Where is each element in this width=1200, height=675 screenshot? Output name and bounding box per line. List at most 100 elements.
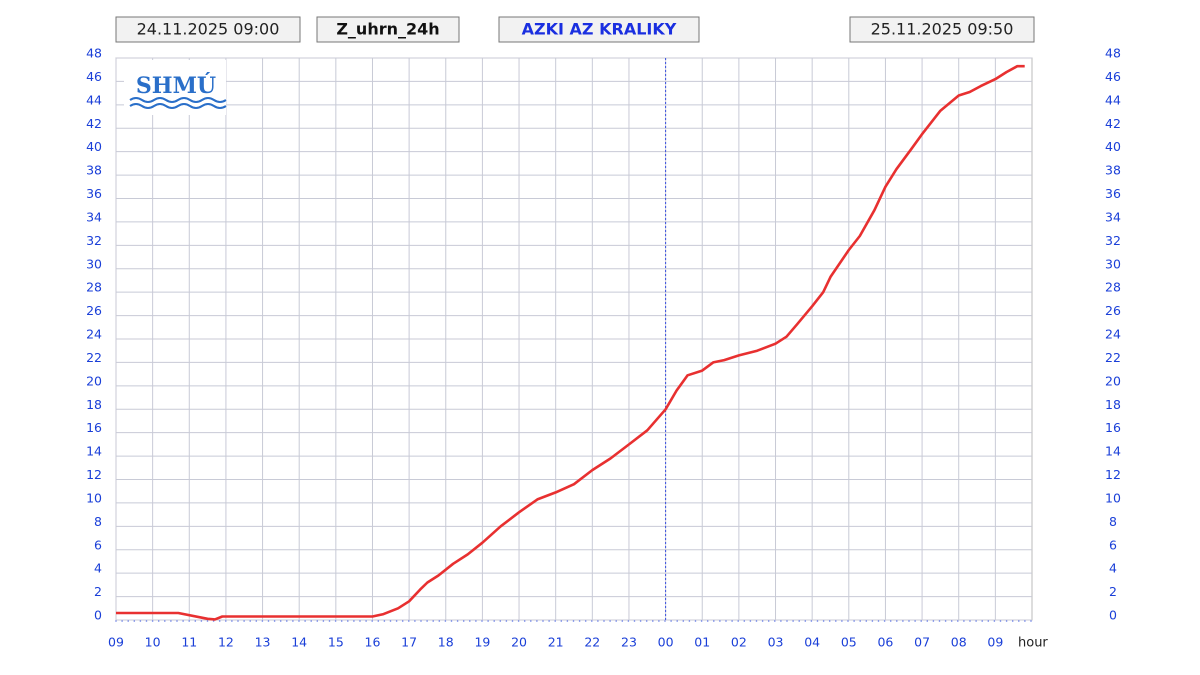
minor-tick	[237, 620, 239, 622]
minor-tick	[322, 620, 325, 622]
minor-tick	[859, 620, 861, 622]
minor-tick	[255, 620, 258, 622]
minor-tick	[981, 620, 983, 622]
y2-tick-label: 26	[1105, 303, 1121, 318]
y2-tick-label: 32	[1105, 233, 1121, 248]
minor-tick	[700, 620, 703, 622]
minor-tick	[682, 620, 685, 622]
y-tick-label: 44	[86, 92, 102, 107]
minor-tick	[786, 620, 788, 622]
minor-tick	[847, 620, 849, 622]
minor-tick	[353, 620, 355, 622]
minor-tick	[536, 620, 538, 622]
minor-tick	[1011, 620, 1014, 622]
minor-tick	[652, 620, 654, 622]
minor-tick	[810, 620, 813, 622]
minor-tick	[889, 620, 892, 622]
y2-tick-label: 16	[1105, 420, 1121, 435]
minor-tick	[359, 620, 361, 622]
minor-tick	[170, 620, 172, 622]
x-tick-label: 15	[328, 635, 344, 650]
y-tick-label: 10	[86, 490, 102, 505]
minor-tick	[706, 620, 709, 622]
minor-tick	[841, 620, 843, 622]
minor-tick	[767, 620, 770, 622]
header-box	[316, 16, 460, 43]
minor-tick	[286, 620, 288, 622]
minor-tick	[835, 620, 837, 622]
y-tick-label: 16	[86, 420, 102, 435]
y2-tick-label: 42	[1105, 116, 1121, 131]
y-tick-label: 24	[86, 327, 102, 342]
minor-tick	[395, 620, 398, 622]
y-tick-label: 26	[86, 303, 102, 318]
x-tick-label: 10	[145, 635, 161, 650]
x-tick-label: 19	[474, 635, 490, 650]
minor-tick	[603, 620, 605, 622]
minor-tick	[633, 620, 636, 622]
minor-tick	[408, 620, 410, 622]
station-name: AZKI AZ KRALIKY	[522, 20, 677, 39]
minor-tick	[334, 620, 337, 622]
minor-tick	[560, 620, 563, 622]
header-box	[498, 16, 700, 43]
minor-tick	[310, 620, 313, 622]
y2-tick-label: 44	[1105, 92, 1121, 107]
minor-tick	[1005, 620, 1008, 622]
minor-tick	[249, 620, 251, 622]
x-tick-label: 21	[548, 635, 564, 650]
minor-tick	[920, 620, 922, 622]
y-tick-label: 0	[94, 608, 102, 623]
x-tick-label: 05	[841, 635, 857, 650]
y2-tick-label: 30	[1105, 256, 1121, 271]
minor-tick	[151, 620, 154, 622]
minor-tick	[347, 620, 349, 622]
minor-tick	[713, 620, 715, 622]
minor-tick	[957, 620, 959, 622]
x-tick-label: 18	[438, 635, 454, 650]
minor-tick	[267, 620, 270, 622]
minor-tick	[755, 620, 758, 622]
minor-tick	[456, 620, 459, 622]
minor-tick	[804, 620, 807, 622]
x-axis-label: hour	[1018, 636, 1048, 651]
minor-tick	[401, 620, 404, 622]
minor-tick	[176, 620, 178, 622]
minor-tick	[292, 620, 294, 622]
y2-tick-label: 14	[1105, 444, 1121, 459]
minor-tick	[316, 620, 319, 622]
minor-tick	[664, 620, 666, 622]
minor-tick	[365, 620, 367, 622]
chart-title: Z_uhrn_24h	[336, 20, 439, 39]
x-tick-label: 03	[768, 635, 784, 650]
y-tick-label: 12	[86, 467, 102, 482]
x-tick-label: 07	[914, 635, 930, 650]
minor-tick	[493, 620, 496, 622]
minor-tick	[621, 620, 624, 622]
minor-tick	[444, 620, 447, 622]
minor-tick	[584, 620, 587, 622]
y2-tick-label: 46	[1105, 69, 1121, 84]
minor-tick	[828, 620, 831, 622]
minor-tick	[554, 620, 556, 622]
y-tick-label: 8	[94, 514, 102, 529]
minor-tick	[908, 620, 910, 622]
minor-tick	[572, 620, 575, 622]
logo-waves	[129, 97, 227, 109]
minor-tick	[261, 620, 264, 622]
minor-tick	[816, 620, 819, 622]
y-tick-label: 34	[86, 209, 102, 224]
minor-tick	[487, 620, 489, 622]
x-tick-label: 09	[987, 635, 1003, 650]
minor-tick	[639, 620, 642, 622]
minor-tick	[420, 620, 422, 622]
minor-tick	[499, 620, 502, 622]
minor-tick	[231, 620, 233, 622]
minor-tick	[749, 620, 752, 622]
x-tick-label: 04	[804, 635, 820, 650]
minor-tick	[743, 620, 746, 622]
minor-tick	[999, 620, 1002, 622]
minor-tick	[975, 620, 977, 622]
